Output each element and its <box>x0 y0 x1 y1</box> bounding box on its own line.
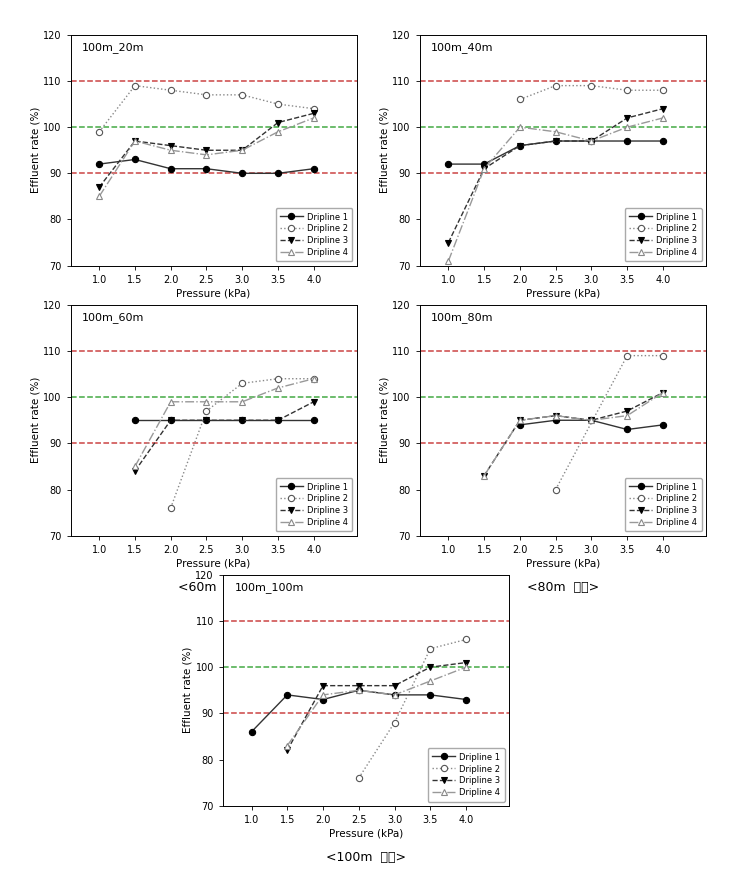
Legend: Dripline 1, Dripline 2, Dripline 3, Dripline 4: Dripline 1, Dripline 2, Dripline 3, Drip… <box>276 478 352 531</box>
Y-axis label: Effluent rate (%): Effluent rate (%) <box>183 647 192 733</box>
Text: <100m  지점>: <100m 지점> <box>326 851 406 864</box>
Y-axis label: Effluent rate (%): Effluent rate (%) <box>30 377 40 463</box>
Text: 100m_60m: 100m_60m <box>82 312 144 322</box>
Y-axis label: Effluent rate (%): Effluent rate (%) <box>380 107 389 193</box>
Text: 100m_40m: 100m_40m <box>431 42 494 52</box>
X-axis label: Pressure (kPa): Pressure (kPa) <box>526 559 600 569</box>
X-axis label: Pressure (kPa): Pressure (kPa) <box>177 559 250 569</box>
Legend: Dripline 1, Dripline 2, Dripline 3, Dripline 4: Dripline 1, Dripline 2, Dripline 3, Drip… <box>276 208 352 261</box>
Text: <80m  지점>: <80m 지점> <box>527 581 599 594</box>
X-axis label: Pressure (kPa): Pressure (kPa) <box>526 289 600 299</box>
Text: <60m  지점>: <60m 지점> <box>178 581 250 594</box>
Text: 100m_80m: 100m_80m <box>431 312 494 322</box>
Text: 100m_100m: 100m_100m <box>234 582 304 592</box>
Y-axis label: Effluent rate (%): Effluent rate (%) <box>30 107 40 193</box>
X-axis label: Pressure (kPa): Pressure (kPa) <box>177 289 250 299</box>
Text: <40m  지점>: <40m 지점> <box>527 311 599 324</box>
Legend: Dripline 1, Dripline 2, Dripline 3, Dripline 4: Dripline 1, Dripline 2, Dripline 3, Drip… <box>625 478 701 531</box>
Text: 100m_20m: 100m_20m <box>82 42 145 52</box>
X-axis label: Pressure (kPa): Pressure (kPa) <box>329 829 403 839</box>
Legend: Dripline 1, Dripline 2, Dripline 3, Dripline 4: Dripline 1, Dripline 2, Dripline 3, Drip… <box>428 748 504 801</box>
Legend: Dripline 1, Dripline 2, Dripline 3, Dripline 4: Dripline 1, Dripline 2, Dripline 3, Drip… <box>625 208 701 261</box>
Y-axis label: Effluent rate (%): Effluent rate (%) <box>380 377 389 463</box>
Text: <20m  지점>: <20m 지점> <box>178 311 250 324</box>
